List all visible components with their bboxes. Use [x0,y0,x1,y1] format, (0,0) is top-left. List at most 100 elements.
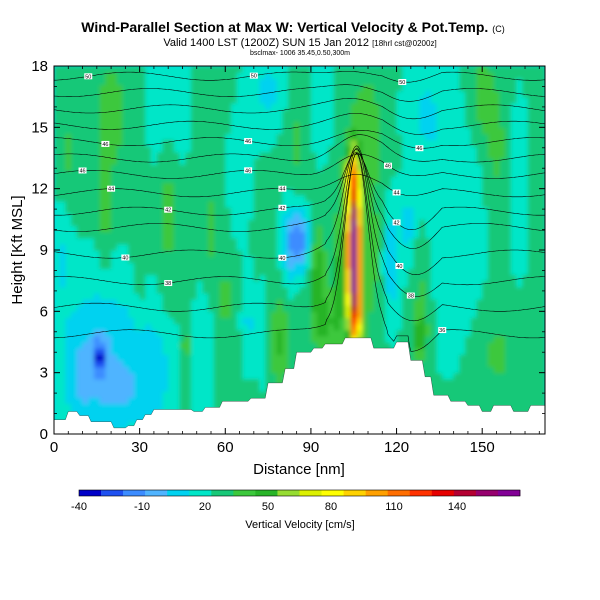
velocity-cell [65,286,72,294]
velocity-cell [322,194,329,202]
velocity-cell [196,305,204,312]
velocity-cell [116,391,124,398]
velocity-cell [168,96,175,104]
velocity-cell [242,188,249,196]
velocity-cell [71,170,78,177]
velocity-cell [385,286,392,294]
velocity-cell [248,280,255,288]
velocity-cell [356,194,363,202]
velocity-cell [328,256,335,263]
velocity-cell [299,311,306,319]
velocity-cell [111,164,118,171]
velocity-cell [476,170,483,177]
velocity-cell [156,360,164,368]
velocity-cell [487,90,495,98]
velocity-cell [54,360,61,368]
velocity-cell [151,243,158,251]
velocity-cell [407,280,415,288]
velocity-cell [65,213,72,220]
velocity-cell [487,213,495,220]
velocity-cell [345,115,352,122]
velocity-cell [493,121,500,128]
velocity-cell [470,274,478,282]
velocity-cell [539,96,545,104]
velocity-cell [151,188,158,196]
velocity-cell [442,176,449,184]
velocity-cell [459,170,466,177]
velocity-cell [202,268,209,276]
velocity-cell [345,280,352,288]
velocity-cell [128,225,135,233]
velocity-cell [128,348,135,355]
velocity-cell [402,139,409,147]
velocity-cell [265,102,272,110]
velocity-cell [333,102,341,110]
velocity-cell [230,188,238,196]
velocity-cell [128,329,135,337]
velocity-cell [447,102,455,110]
velocity-cell [407,108,415,116]
velocity-cell [173,84,181,92]
velocity-cell [310,78,318,85]
velocity-cell [76,115,84,122]
velocity-cell [168,84,175,92]
velocity-cell [356,108,363,116]
velocity-cell [128,323,135,331]
velocity-cell [322,280,329,288]
velocity-cell [516,188,523,196]
velocity-cell [202,237,209,245]
velocity-cell [230,329,238,337]
velocity-cell [242,213,249,220]
velocity-cell [162,170,169,177]
velocity-cell [493,329,500,337]
velocity-cell [99,311,106,319]
velocity-cell [162,311,169,319]
velocity-cell [459,256,466,263]
velocity-cell [196,164,204,171]
velocity-cell [499,158,506,165]
velocity-cell [379,121,386,128]
velocity-cell [59,219,67,227]
velocity-cell [111,90,118,98]
velocity-cell [447,96,455,104]
velocity-cell [333,139,341,147]
velocity-cell [522,311,529,319]
velocity-cell [505,213,512,220]
velocity-cell [225,237,232,245]
velocity-cell [350,78,358,85]
velocity-cell [162,102,169,110]
velocity-cell [476,145,483,153]
velocity-cell [425,121,432,128]
velocity-cell [442,225,449,233]
velocity-cell [208,250,215,257]
velocity-cell [465,207,472,214]
velocity-cell [442,84,449,92]
velocity-cell [539,311,545,319]
velocity-cell [230,317,238,325]
velocity-cell [373,133,381,141]
velocity-cell [270,158,278,165]
velocity-cell [242,268,249,276]
velocity-cell [333,237,341,245]
velocity-cell [407,121,415,128]
velocity-cell [476,237,483,245]
velocity-cell [425,164,432,171]
velocity-cell [499,145,506,153]
velocity-cell [156,145,164,153]
velocity-cell [225,170,232,177]
velocity-cell [71,84,78,92]
velocity-cell [202,90,209,98]
velocity-cell [191,145,198,153]
velocity-cell [350,305,358,312]
velocity-cell [293,158,301,165]
velocity-cell [225,292,232,300]
velocity-cell [522,280,529,288]
velocity-cell [425,250,432,257]
velocity-cell [133,164,141,171]
velocity-cell [82,384,89,392]
velocity-cell [168,256,175,263]
velocity-cell [419,323,426,331]
velocity-cell [151,292,158,300]
velocity-cell [219,305,226,312]
velocity-cell [139,115,146,122]
